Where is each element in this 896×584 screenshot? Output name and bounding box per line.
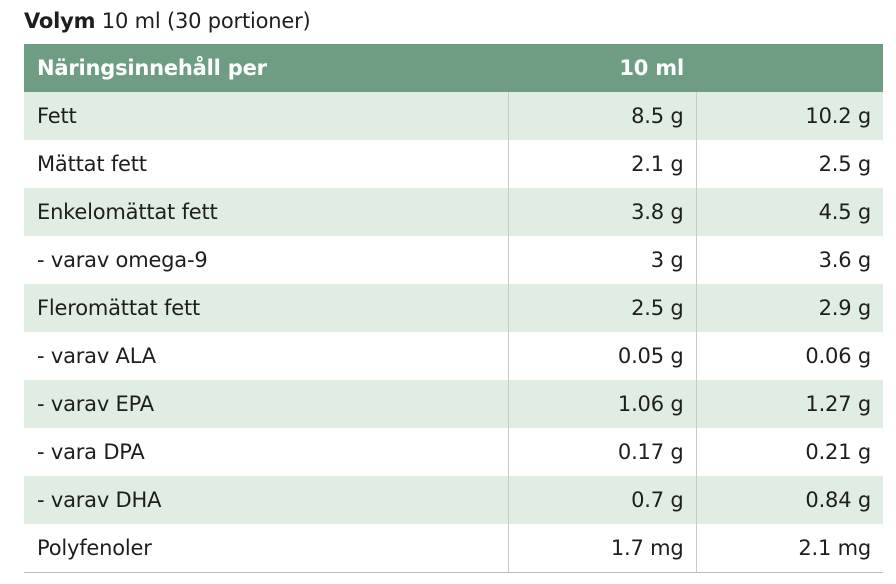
row-value-10ml: 3.8 g	[507, 188, 696, 236]
row-value-10ml: 2.1 g	[507, 140, 696, 188]
row-name: Enkelomättat fett	[24, 188, 508, 236]
row-value-col3: 0.84 g	[695, 476, 883, 524]
row-value-col3: 2.5 g	[695, 140, 883, 188]
row-value-10ml: 3 g	[507, 236, 696, 284]
header-10ml: 10 ml	[508, 44, 696, 92]
table-row: - varav EPA 1.06 g 1.27 g	[24, 380, 883, 428]
row-value-10ml: 0.7 g	[507, 476, 696, 524]
table-row: Polyfenoler 1.7 mg 2.1 mg	[24, 524, 883, 573]
table-row: - varav ALA 0.05 g 0.06 g	[24, 332, 883, 380]
row-name: Polyfenoler	[24, 524, 508, 573]
table-header-row: Näringsinnehåll per 10 ml	[24, 44, 883, 92]
row-name: Fett	[24, 92, 508, 140]
header-nutrition-per: Näringsinnehåll per	[24, 44, 508, 92]
row-value-10ml: 0.17 g	[507, 428, 696, 476]
row-value-col3: 0.06 g	[695, 332, 883, 380]
table-row: - vara DPA 0.17 g 0.21 g	[24, 428, 883, 476]
row-value-10ml: 1.7 mg	[507, 524, 696, 573]
header-col3	[696, 44, 883, 92]
table-row: Fett 8.5 g 10.2 g	[24, 92, 883, 140]
table-row: - varav omega-9 3 g 3.6 g	[24, 236, 883, 284]
row-value-col3: 0.21 g	[695, 428, 883, 476]
row-value-10ml: 2.5 g	[507, 284, 696, 332]
row-value-col3: 2.9 g	[695, 284, 883, 332]
row-name: - varav ALA	[24, 332, 508, 380]
row-name: - varav omega-9	[24, 236, 508, 284]
row-name: Fleromättat fett	[24, 284, 508, 332]
row-value-col3: 2.1 mg	[695, 524, 883, 573]
row-value-10ml: 8.5 g	[507, 92, 696, 140]
row-value-10ml: 0.05 g	[507, 332, 696, 380]
row-name: - varav EPA	[24, 380, 508, 428]
row-name: - varav DHA	[24, 476, 508, 524]
table-row: - varav DHA 0.7 g 0.84 g	[24, 476, 883, 524]
table-row: Fleromättat fett 2.5 g 2.9 g	[24, 284, 883, 332]
table-row: Enkelomättat fett 3.8 g 4.5 g	[24, 188, 883, 236]
table-row: Mättat fett 2.1 g 2.5 g	[24, 140, 883, 188]
row-name: Mättat fett	[24, 140, 508, 188]
volume-info: Volym 10 ml (30 portioner)	[24, 4, 311, 38]
row-name: - vara DPA	[24, 428, 508, 476]
row-value-col3: 1.27 g	[695, 380, 883, 428]
nutrition-table: Näringsinnehåll per 10 ml Fett 8.5 g 10.…	[24, 44, 883, 573]
volume-label: Volym	[24, 9, 96, 33]
row-value-col3: 3.6 g	[695, 236, 883, 284]
row-value-10ml: 1.06 g	[507, 380, 696, 428]
row-value-col3: 4.5 g	[695, 188, 883, 236]
volume-value: 10 ml (30 portioner)	[101, 9, 311, 33]
row-value-col3: 10.2 g	[695, 92, 883, 140]
